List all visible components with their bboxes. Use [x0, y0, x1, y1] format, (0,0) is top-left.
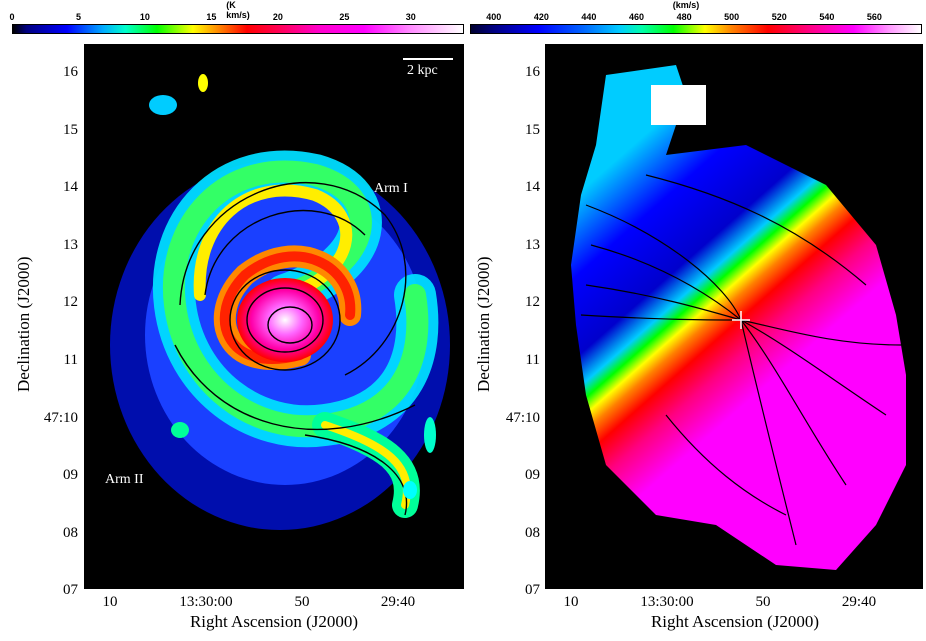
right_panel-colorbar-tick: 500	[724, 12, 740, 22]
left_panel-y-tick: 09	[63, 467, 78, 484]
left_panel-colorbar-tick: 10	[139, 12, 150, 22]
right_panel-colorbar-tick: 420	[533, 12, 549, 22]
right_panel-y-tick: 08	[525, 524, 540, 541]
velocity-map	[545, 44, 923, 589]
left_panel-colorbar-tick: 30	[405, 12, 416, 22]
left_panel-colorbar-tick: 15	[206, 12, 217, 22]
right_panel-colorbar-tick: 460	[629, 12, 645, 22]
intensity-map: 2 kpc Arm I Arm II	[84, 44, 464, 589]
scale-bar-label: 2 kpc	[407, 63, 438, 78]
right-x-axis-label: Right Ascension (J2000)	[650, 612, 820, 631]
left_panel-y-tick: 11	[63, 352, 78, 368]
right_panel-colorbar-tick: 480	[676, 12, 692, 22]
right_panel-y-tick: 07	[525, 582, 540, 599]
left_panel-y-tick: 15	[63, 121, 78, 138]
right_panel-colorbar-tick: 440	[581, 12, 597, 22]
left_panel-y-tick: 07	[63, 582, 78, 599]
left-colorbar-unit: (K km/s)	[226, 0, 250, 20]
right_panel-y-tick: 16	[525, 64, 540, 80]
left-x-axis-label: Right Ascension (J2000)	[189, 612, 359, 631]
right-y-axis-label: Declination (J2000)	[474, 256, 493, 393]
right_panel-y-tick: 15	[525, 121, 540, 138]
left-y-axis-label: Declination (J2000)	[14, 256, 33, 393]
velocity-contours	[580, 174, 902, 546]
left_panel-y-tick: 14	[63, 179, 78, 196]
left_panel-x-tick: 29:40	[380, 594, 416, 610]
arm-2-label: Arm II	[105, 472, 144, 487]
arm-1-label: Arm I	[374, 181, 408, 196]
right_panel-colorbar-tick: 540	[819, 12, 835, 22]
right_panel-x-tick: 29:40	[841, 594, 877, 610]
right_panel-colorbar-tick: 560	[866, 12, 882, 22]
left_panel-colorbar-tick: 0	[9, 12, 15, 22]
right_panel-x-tick: 13:30:00	[640, 594, 694, 610]
left_panel-colorbar-tick: 25	[339, 12, 350, 22]
right_panel-colorbar-tick: 400	[486, 12, 502, 22]
left_panel-colorbar-tick: 20	[272, 12, 283, 22]
right_panel-y-tick: 14	[525, 179, 540, 196]
left_panel-x-tick: 13:30:00	[179, 594, 233, 610]
right_panel-y-tick: 13	[525, 236, 540, 253]
right_panel-y-tick: 12	[525, 294, 540, 311]
galaxy-core	[237, 278, 333, 362]
left-colorbar	[12, 24, 464, 34]
right-colorbar	[470, 24, 922, 34]
left_panel-x-tick: 10	[102, 594, 118, 610]
left_panel-x-tick: 50	[294, 594, 310, 610]
right_panel-y-tick: 09	[525, 467, 540, 484]
right_panel-x-tick: 10	[563, 594, 579, 610]
right_panel-x-tick: 50	[755, 594, 771, 610]
right-colorbar-unit: (km/s)	[672, 0, 700, 10]
left_panel-y-tick: 12	[63, 294, 78, 311]
left_panel-y-tick: 13	[63, 236, 78, 253]
right_panel-colorbar-tick: 520	[771, 12, 787, 22]
left_panel-colorbar-tick: 5	[75, 12, 81, 22]
left_panel-y-tick: 16	[63, 64, 78, 80]
left_panel-y-tick: 08	[63, 524, 78, 541]
left_panel-y-tick: 47:10	[43, 409, 78, 426]
contours	[174, 181, 416, 516]
right_panel-y-tick: 47:10	[505, 409, 540, 426]
right_panel-y-tick: 11	[525, 352, 540, 368]
